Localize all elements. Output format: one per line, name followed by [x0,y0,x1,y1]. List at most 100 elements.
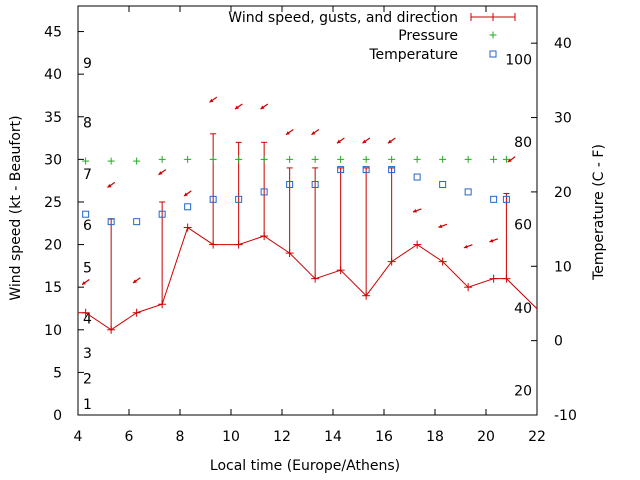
wind-direction-arrow [132,277,141,284]
temperature-point [490,195,498,203]
pressure-point [184,155,192,163]
temperature-point [235,195,243,203]
temperature-point [82,210,90,218]
beaufort-label: 6 [83,218,92,234]
pressure-point [158,155,166,163]
y-tick-label: 20 [44,238,62,254]
y-tick-label: 25 [44,195,62,211]
wind-direction-arrow [387,137,396,144]
legend-temperature-sample [489,50,497,58]
temperature-point [260,188,268,196]
temperature-point [337,166,345,174]
legend-label: Temperature [368,47,458,63]
pressure-point [260,155,268,163]
pressure-point [82,157,90,165]
x-axis-title: Local time (Europe/Athens) [210,458,400,474]
x-tick-label: 12 [273,429,291,445]
y-tick-label: 15 [44,280,62,296]
wind-direction-arrow [234,103,243,110]
pressure-point [133,157,141,165]
pressure-point [490,155,498,163]
axis-ticks-layer [77,6,538,416]
y2-tick-label: 20 [554,185,572,201]
pressure-point [107,157,115,165]
wind-direction-arrow [507,156,516,163]
y-tick-label: 35 [44,110,62,126]
temperature-point [133,218,141,226]
wind-direction-arrow [412,208,422,213]
fahrenheit-label: 40 [514,301,532,317]
temperature-point [388,166,396,174]
axis-labels-layer: 4 6 8 10 12 14 16 18 20 22051015202530354045-1001… [44,25,577,445]
y2-tick-label: 10 [554,259,572,275]
pressure-point [286,155,294,163]
pressure-point [235,155,243,163]
temperature-point [184,203,192,211]
wind-direction-arrow [107,181,116,189]
series-layer [78,96,537,334]
plot-border [77,5,538,416]
y2-axis-title: Temperature (C - F) [591,144,607,281]
wind-direction-arrow [311,129,320,136]
series-clip-group [78,96,537,334]
beaufort-label: 3 [83,346,92,362]
temperature-point [286,180,294,188]
temperature-point [107,218,115,226]
fahrenheit-label: 60 [514,218,532,234]
wind-direction-arrow [260,103,269,110]
beaufort-label: 7 [83,167,92,183]
pressure-point [388,155,396,163]
y2-tick-label: 30 [554,111,572,127]
legend: Wind speed, gusts, and direction Pressure… [228,10,516,63]
legend-label: Pressure [398,28,458,44]
wind-direction-arrow [362,137,371,144]
temperature-point [209,195,217,203]
x-tick-label: 16 [375,429,393,445]
wind-direction-arrow [183,190,192,197]
pressure-point [209,155,217,163]
y-tick-label: 5 [53,365,62,381]
y-tick-label: 45 [44,25,62,41]
wind-direction-arrow [209,96,218,103]
pressure-point [413,155,421,163]
temperature-point [158,210,166,218]
beaufort-label: 1 [83,397,92,413]
x-tick-label: 6 [125,429,134,445]
x-tick-label: 18 [426,429,444,445]
y-tick-label: 30 [44,152,62,168]
temperature-point [502,195,510,203]
fahrenheit-label: 20 [514,383,532,399]
plot-frame-layer [77,5,538,416]
pressure-point [311,155,319,163]
pressure-point [464,155,472,163]
x-tick-label: 4 [74,429,83,445]
legend-label: Wind speed, gusts, and direction [228,10,458,26]
x-tick-label: 14 [324,429,342,445]
temperature-point [311,180,319,188]
wind-direction-arrow [438,223,448,228]
beaufort-label: 5 [83,261,92,277]
fahrenheit-label: 100 [505,53,532,69]
x-tick-label: 20 [477,429,495,445]
temperature-point [362,166,370,174]
pressure-point [439,155,447,163]
y-axis-title: Wind speed (kt - Beaufort) [8,115,24,300]
wind-direction-arrow [489,238,499,243]
y2-tick-label: -10 [554,408,577,424]
wind-direction-arrow [158,169,167,176]
y2-tick-label: 40 [554,36,572,52]
pressure-point [502,155,510,163]
temperature-point [413,173,421,181]
pressure-point [337,155,345,163]
y-tick-label: 10 [44,323,62,339]
y-tick-label: 0 [53,408,62,424]
temperature-point [439,180,447,188]
beaufort-label: 9 [83,56,92,72]
temperature-point [464,188,472,196]
x-tick-label: 8 [176,429,185,445]
wind-speed-line [78,226,537,331]
wind-direction-arrow [463,244,473,249]
x-tick-label: 22 [528,429,546,445]
y2-tick-label: 0 [554,334,563,350]
